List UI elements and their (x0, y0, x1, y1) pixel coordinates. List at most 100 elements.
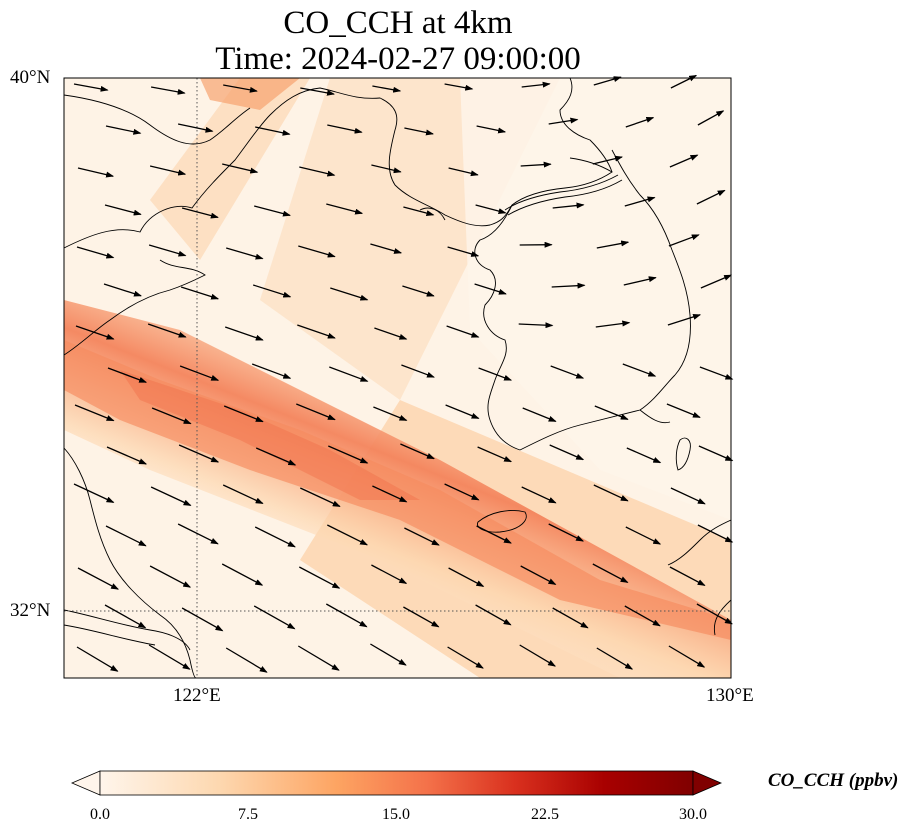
colorbar-tick: 30.0 (679, 806, 707, 823)
wind-arrow (251, 363, 292, 379)
wind-arrow (148, 644, 191, 670)
wind-arrow (448, 567, 485, 587)
wind-arrow (445, 404, 480, 420)
coastline-china-east (64, 447, 197, 678)
map-subtitle-time: Time: 2024-02-27 09:00:00 (215, 41, 581, 77)
wind-arrow (149, 565, 192, 588)
wind-arrow (448, 167, 479, 177)
wind-arrow (403, 206, 435, 217)
wind-arrow (223, 405, 264, 423)
wind-arrow (594, 405, 629, 421)
wind-arrow (373, 406, 408, 422)
wind-arrow (221, 563, 264, 586)
colorbar-extend-high (692, 770, 723, 796)
wind-arrow (625, 116, 655, 128)
wind-arrow (148, 244, 187, 257)
wind-arrow (75, 325, 115, 340)
wind-arrow (150, 86, 186, 95)
wind-arrow (330, 287, 369, 301)
colorbar-tick: 7.5 (238, 806, 258, 823)
wind-arrow (476, 125, 507, 134)
wind-arrow (371, 564, 408, 584)
wind-arrow (402, 285, 435, 297)
wind-arrow (475, 204, 507, 215)
wind-arrow (446, 325, 480, 338)
jeju-island (477, 510, 527, 533)
wind-arrow (300, 487, 341, 507)
wind-arrow (548, 523, 584, 542)
wind-arrow (181, 607, 224, 632)
wind-arrow (623, 276, 657, 286)
wind-arrow (73, 83, 109, 92)
wind-arrow (254, 526, 296, 548)
wind-arrow (253, 605, 296, 630)
tsushima-island (675, 437, 691, 471)
wind-arrow (625, 526, 662, 545)
wind-arrow (76, 646, 119, 672)
wind-arrow (447, 646, 484, 669)
wind-arrow (699, 366, 734, 380)
wind-arrow (522, 407, 557, 423)
coastline-bohai (64, 94, 251, 145)
wind-arrow (622, 363, 657, 377)
wind-arrow (404, 127, 434, 136)
wind-arrow (403, 606, 440, 628)
wind-arrow (548, 117, 579, 125)
wind-arrow (253, 284, 292, 298)
wind-arrow (222, 484, 264, 504)
wind-arrow (77, 167, 115, 178)
wind-arrow (550, 365, 585, 379)
wind-arrow (404, 527, 440, 546)
wind-arrow (372, 85, 402, 93)
wind-arrow (179, 365, 220, 381)
wind-arrow (518, 322, 554, 329)
wind-arrow (400, 443, 435, 460)
colorbar-label: CO_CCH (ppbv) (768, 770, 899, 791)
wind-arrow (255, 126, 291, 136)
wind-arrow (669, 566, 706, 586)
wind-arrow (177, 523, 219, 545)
wind-arrow (300, 87, 335, 96)
wind-arrow (669, 154, 699, 168)
wind-arrow (147, 323, 187, 338)
colorbar-tick: 0.0 (90, 806, 110, 823)
wind-arrow (596, 240, 630, 249)
wind-arrow (298, 566, 341, 589)
wind-arrow (106, 446, 148, 465)
wind-arrow (371, 164, 402, 174)
wind-arrow (329, 366, 369, 382)
wind-arrow (104, 204, 142, 216)
wind-arrow (596, 647, 634, 670)
wind-arrow (624, 605, 661, 627)
wind-arrow (668, 234, 700, 247)
wind-arrow (592, 563, 629, 583)
wind-arrow (76, 246, 115, 259)
wind-arrow (520, 161, 552, 168)
wind-arrow (697, 110, 725, 126)
colorbar-extend-low (70, 770, 101, 796)
lat-tick-32n: 32°N (10, 600, 51, 621)
wind-arrow (180, 286, 220, 300)
wind-arrow (181, 207, 219, 219)
wind-arrow (447, 246, 480, 257)
wind-arrow (254, 205, 291, 217)
wind-arrow (549, 444, 585, 461)
wind-vectors (73, 74, 734, 673)
korea-inland-water (419, 207, 671, 424)
wind-arrow (149, 165, 187, 176)
wind-arrow (475, 604, 512, 626)
wind-arrow (224, 326, 264, 341)
wind-arrow (327, 524, 368, 546)
wind-arrow (297, 324, 336, 339)
wind-arrow (477, 446, 513, 463)
gridlines (64, 78, 731, 678)
wind-arrow (520, 565, 557, 585)
wind-arrow (552, 607, 589, 629)
wind-arrow (700, 274, 733, 289)
wind-arrow (401, 364, 435, 378)
colorbar-tick: 15.0 (382, 806, 410, 823)
wind-arrow (178, 444, 220, 463)
wind-arrow (370, 643, 407, 666)
wind-arrow (225, 647, 268, 673)
wind-arrow (521, 486, 557, 504)
